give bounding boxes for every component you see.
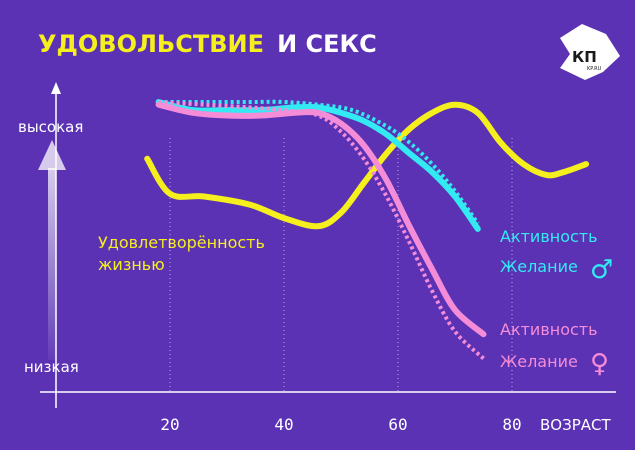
male-desire-line bbox=[158, 99, 480, 225]
male-activity-label: Активность bbox=[500, 227, 598, 246]
female-desire-label: Желание bbox=[500, 352, 578, 371]
logo-site: KP.RU bbox=[587, 66, 602, 72]
title-part-1: УДОВОЛЬСТВИЕ bbox=[38, 30, 264, 58]
satisfaction-label-line1: Удовлетворённость bbox=[98, 233, 265, 252]
satisfaction-label-line2: жизнью bbox=[98, 255, 165, 274]
male-desire-label: Желание bbox=[500, 257, 578, 276]
level-arrow bbox=[38, 140, 66, 360]
female-activity-line bbox=[155, 101, 487, 338]
female-symbol-icon: ♀ bbox=[590, 349, 609, 379]
title-part-2: И СЕКС bbox=[277, 30, 377, 58]
level-high-label: высокая bbox=[18, 118, 83, 136]
y-axis-arrow-icon bbox=[51, 82, 61, 94]
female-desire-line bbox=[158, 100, 485, 360]
kp-logo: КП KP.RU bbox=[560, 24, 620, 80]
logo-text: КП bbox=[572, 48, 597, 66]
x-tick-label-20: 20 bbox=[160, 415, 179, 434]
male-activity-line bbox=[155, 99, 481, 232]
x-tick-label-80: 80 bbox=[502, 415, 521, 434]
chart-title: УДОВОЛЬСТВИЕ И СЕКС bbox=[38, 30, 377, 58]
x-tick-label-60: 60 bbox=[388, 415, 407, 434]
x-tick-label-40: 40 bbox=[274, 415, 293, 434]
male-symbol-icon: ♂ bbox=[590, 255, 613, 285]
x-axis-label: ВОЗРАСТ bbox=[540, 416, 611, 434]
level-low-label: низкая bbox=[24, 358, 79, 376]
female-activity-label: Активность bbox=[500, 320, 598, 339]
